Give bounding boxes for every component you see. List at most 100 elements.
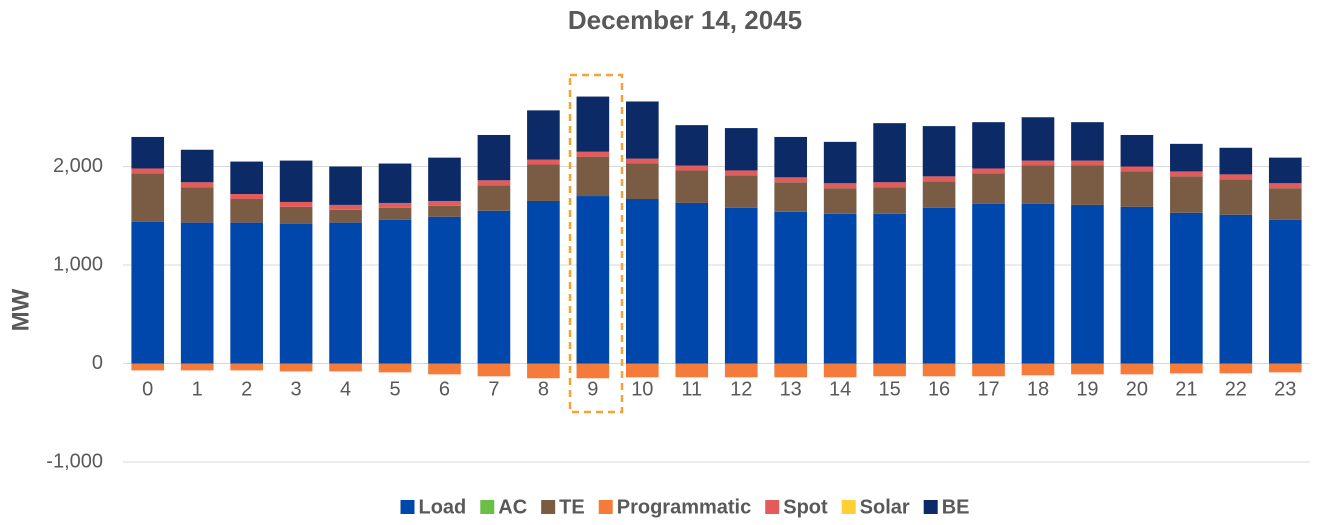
bar-segment xyxy=(922,181,956,208)
bar-segment xyxy=(1268,363,1302,373)
bar-segment xyxy=(477,180,511,186)
bar-segment xyxy=(477,210,511,364)
bar-segment xyxy=(774,136,808,178)
legend-label: Programmatic xyxy=(617,496,752,518)
y-tick-label: 1,000 xyxy=(53,253,103,275)
bar-segment xyxy=(180,149,214,183)
bar-segment xyxy=(1268,219,1302,364)
y-axis-label: MW xyxy=(7,288,34,331)
bar-segment xyxy=(625,363,659,378)
bar-segment xyxy=(131,221,165,364)
bar-segment xyxy=(972,168,1005,174)
bar-segment xyxy=(1021,117,1055,161)
bar-segment xyxy=(625,101,659,159)
bar-segment xyxy=(527,159,560,165)
x-tick-label: 19 xyxy=(1076,378,1098,400)
bar-segment xyxy=(378,219,412,364)
bar-segment xyxy=(428,200,461,206)
bar-segment xyxy=(131,363,165,371)
x-tick-label: 12 xyxy=(730,378,752,400)
bar-segment xyxy=(1219,174,1253,180)
y-tick-label: -1,000 xyxy=(46,450,103,472)
bar-segment xyxy=(428,363,461,375)
bar-segment xyxy=(675,125,709,166)
grid xyxy=(123,166,1310,463)
bar-segment xyxy=(329,204,362,210)
bar-segment xyxy=(1170,143,1203,172)
bar-segment xyxy=(131,173,165,222)
bar-segment xyxy=(873,363,906,377)
bar-segment xyxy=(1071,160,1104,166)
bar-segment xyxy=(774,363,808,378)
bar-segment xyxy=(1071,122,1104,161)
bar-segment xyxy=(230,199,263,223)
bar-segment xyxy=(378,363,412,373)
bar-segment xyxy=(675,170,709,203)
bar-segment xyxy=(1120,134,1154,167)
bar-segment xyxy=(675,165,709,171)
bar-segment xyxy=(576,156,610,197)
x-tick-label: 2 xyxy=(241,378,252,400)
bar-segment xyxy=(230,194,263,200)
bar-segment xyxy=(279,223,313,364)
x-tick-label: 8 xyxy=(538,378,549,400)
bar-segment xyxy=(378,163,412,203)
bar-segment xyxy=(527,110,560,160)
bar-segment xyxy=(1021,203,1055,364)
x-tick-label: 9 xyxy=(587,378,598,400)
bar-segment xyxy=(1021,165,1055,204)
bar-segment xyxy=(1219,179,1253,215)
bar-segment xyxy=(625,163,659,200)
bar-segment xyxy=(1120,363,1154,375)
x-tick-label: 13 xyxy=(780,378,802,400)
y-tick-label: 2,000 xyxy=(53,155,103,177)
legend-label: BE xyxy=(942,496,970,518)
bar-segment xyxy=(428,216,461,364)
x-tick-label: 0 xyxy=(142,378,153,400)
bar-segment xyxy=(576,363,610,379)
bar-segment xyxy=(972,203,1005,364)
bar-segment xyxy=(823,188,857,214)
bar-segment xyxy=(922,176,956,182)
legend: Load AC TE Programmatic Spot Solar BE xyxy=(400,496,970,518)
x-tick-label: 20 xyxy=(1126,378,1148,400)
bar-segment xyxy=(131,136,165,169)
bar-segment xyxy=(279,363,313,372)
bar-segment xyxy=(724,170,758,176)
bar-segment xyxy=(1170,171,1203,177)
bar-segment xyxy=(477,363,511,377)
bar-segment xyxy=(428,157,461,201)
x-tick-label: 21 xyxy=(1175,378,1197,400)
x-tick-label: 3 xyxy=(291,378,302,400)
bar-segment xyxy=(972,363,1005,377)
legend-swatch xyxy=(598,500,613,514)
highlight-box xyxy=(568,73,624,414)
bar-segment xyxy=(1170,363,1203,374)
bar-segment xyxy=(279,201,313,207)
legend-swatch xyxy=(923,500,938,514)
bar-segment xyxy=(527,200,560,364)
bar-segment xyxy=(873,187,906,214)
bar-segment xyxy=(1219,147,1253,175)
bar-segment xyxy=(774,211,808,364)
x-tick-label: 22 xyxy=(1225,378,1247,400)
bar-segment xyxy=(724,175,758,208)
x-tick-label: 16 xyxy=(928,378,950,400)
bar-segment xyxy=(230,222,263,364)
bar-segment xyxy=(1219,214,1253,364)
bar-segment xyxy=(279,206,313,224)
bar-segment xyxy=(230,363,263,371)
bar-segment xyxy=(1120,171,1154,207)
bar-segment xyxy=(823,363,857,378)
bar-segment xyxy=(922,207,956,364)
x-tick-label: 18 xyxy=(1027,378,1049,400)
bar-segment xyxy=(1170,212,1203,364)
bar-segment xyxy=(329,166,362,205)
bar-segment xyxy=(972,173,1005,204)
bar-segment xyxy=(873,182,906,188)
legend-label: Spot xyxy=(783,496,828,518)
y-tick-label: 0 xyxy=(92,352,103,374)
bar-segment xyxy=(823,213,857,364)
